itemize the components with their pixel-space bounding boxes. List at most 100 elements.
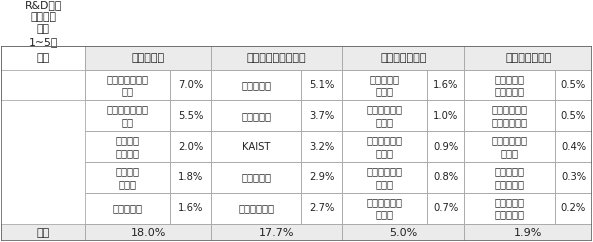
Text: 2.7%: 2.7% (309, 203, 334, 213)
Bar (85, 100, 170, 131)
Text: 국토교통부: 국토교통부 (132, 53, 165, 63)
Bar (342, 224, 464, 241)
Bar (464, 46, 592, 69)
Bar (170, 162, 211, 193)
Bar (464, 131, 554, 162)
Bar (1, 0, 85, 100)
Bar (1, 224, 85, 241)
Bar (1, 46, 85, 69)
Text: 0.2%: 0.2% (561, 203, 586, 213)
Bar (301, 131, 342, 162)
Bar (342, 224, 464, 241)
Bar (464, 100, 554, 131)
Text: 2.9%: 2.9% (309, 173, 334, 182)
Text: 과학기술정보통신부: 과학기술정보통신부 (247, 53, 307, 63)
Bar (554, 162, 592, 193)
Bar (211, 131, 301, 162)
Bar (85, 162, 170, 193)
Text: 5.1%: 5.1% (309, 80, 334, 90)
Bar (554, 100, 592, 131)
Bar (1, 46, 85, 69)
Bar (1, 0, 85, 100)
Text: 한국건설기술연
구원: 한국건설기술연 구원 (107, 74, 149, 96)
Bar (464, 193, 554, 224)
Text: 연세대학교: 연세대학교 (241, 111, 271, 121)
Bar (342, 193, 427, 224)
Text: 1.6%: 1.6% (178, 203, 203, 213)
Bar (85, 193, 170, 224)
Text: 한국철도기술연
구원: 한국철도기술연 구원 (107, 105, 149, 127)
Text: 17.7%: 17.7% (259, 227, 294, 237)
Bar (85, 100, 170, 131)
Bar (170, 69, 211, 100)
Bar (342, 162, 427, 193)
Bar (427, 193, 464, 224)
Bar (342, 131, 427, 162)
Bar (301, 193, 342, 224)
Bar (342, 131, 427, 162)
Bar (211, 100, 301, 131)
Text: 한밭대학교
산학협력단: 한밭대학교 산학협력단 (495, 197, 525, 219)
Bar (301, 69, 342, 100)
Bar (301, 193, 342, 224)
Bar (342, 69, 427, 100)
Text: 7.0%: 7.0% (178, 80, 203, 90)
Text: 구분: 구분 (36, 53, 50, 63)
Bar (464, 100, 554, 131)
Bar (427, 193, 464, 224)
Bar (170, 100, 211, 131)
Text: 고려대학교: 고려대학교 (241, 173, 271, 182)
Bar (464, 69, 554, 100)
Bar (211, 69, 301, 100)
Text: 0.5%: 0.5% (561, 80, 586, 90)
Text: 0.3%: 0.3% (561, 173, 586, 182)
Text: 5.5%: 5.5% (178, 111, 203, 121)
Text: 한양대학교: 한양대학교 (113, 203, 143, 213)
Text: R&D과제
수행기관
상위
1~5위: R&D과제 수행기관 상위 1~5위 (24, 0, 62, 47)
Bar (342, 46, 464, 69)
Bar (301, 162, 342, 193)
Bar (427, 100, 464, 131)
Bar (301, 100, 342, 131)
Bar (464, 131, 554, 162)
Bar (85, 162, 170, 193)
Bar (211, 162, 301, 193)
Bar (170, 162, 211, 193)
Bar (211, 100, 301, 131)
Text: 한국전자기술
연구원: 한국전자기술 연구원 (366, 105, 403, 127)
Bar (464, 162, 554, 193)
Bar (342, 100, 427, 131)
Bar (211, 224, 342, 241)
Text: 0.9%: 0.9% (433, 142, 458, 152)
Bar (85, 46, 211, 69)
Bar (554, 131, 592, 162)
Bar (554, 69, 592, 100)
Text: 한국전자기술
연구원: 한국전자기술 연구원 (492, 136, 528, 158)
Bar (211, 162, 301, 193)
Bar (170, 193, 211, 224)
Bar (427, 100, 464, 131)
Text: 산업통상자원부: 산업통상자원부 (380, 53, 426, 63)
Text: 한국생산기술
연구원: 한국생산기술 연구원 (366, 136, 403, 158)
Bar (554, 162, 592, 193)
Bar (427, 131, 464, 162)
Bar (211, 131, 301, 162)
Text: 한국교통
안전공단: 한국교통 안전공단 (116, 136, 140, 158)
Text: 금오공과대학
교산학협력단: 금오공과대학 교산학협력단 (492, 105, 528, 127)
Bar (170, 131, 211, 162)
Text: 3.7%: 3.7% (309, 111, 334, 121)
Text: 한국교통
연구원: 한국교통 연구원 (116, 166, 140, 189)
Bar (211, 224, 342, 241)
Bar (211, 193, 301, 224)
Bar (211, 46, 342, 69)
Text: 0.7%: 0.7% (433, 203, 458, 213)
Bar (342, 100, 427, 131)
Bar (464, 224, 592, 241)
Text: 한국산업기술
시험원: 한국산업기술 시험원 (366, 166, 403, 189)
Text: 1.6%: 1.6% (433, 80, 458, 90)
Bar (427, 162, 464, 193)
Bar (85, 224, 211, 241)
Bar (342, 193, 427, 224)
Bar (301, 131, 342, 162)
Bar (342, 69, 427, 100)
